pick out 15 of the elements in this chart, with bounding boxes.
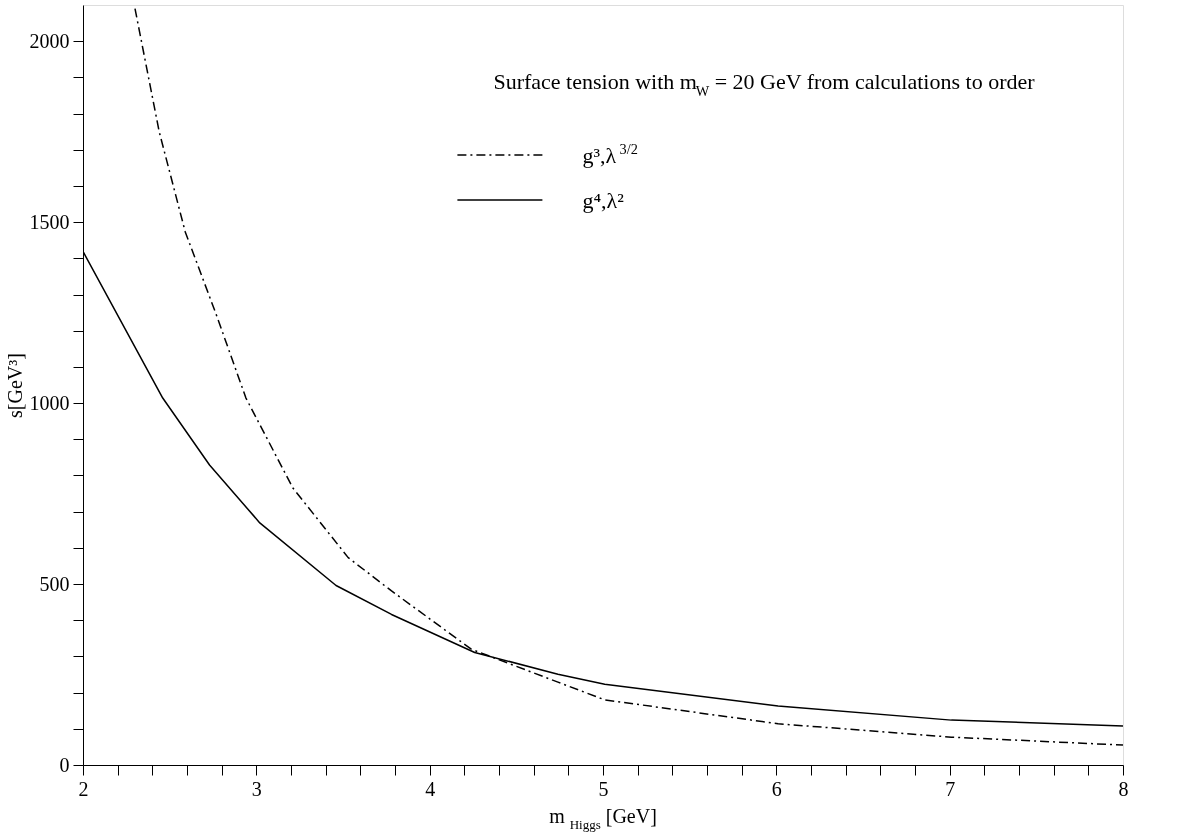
y-tick-label: 2000 [29,29,70,52]
legend-label: g⁴,λ² [582,188,625,213]
x-tick-label: 6 [771,777,782,800]
x-axis-title: m Higgs [GeV] [549,805,657,832]
x-tick-label: 5 [598,777,609,800]
y-tick-label: 1000 [29,391,70,414]
y-tick-label: 0 [59,753,70,776]
y-tick-label: 500 [39,572,70,595]
x-tick-label: 2 [78,777,89,800]
y-tick-label: 1500 [29,210,70,233]
y-axis-title: s[GeV³] [3,353,26,418]
x-tick-label: 8 [1118,777,1129,800]
x-tick-label: 4 [425,777,436,800]
x-tick-label: 3 [251,777,262,800]
x-tick-label: 7 [945,777,956,800]
